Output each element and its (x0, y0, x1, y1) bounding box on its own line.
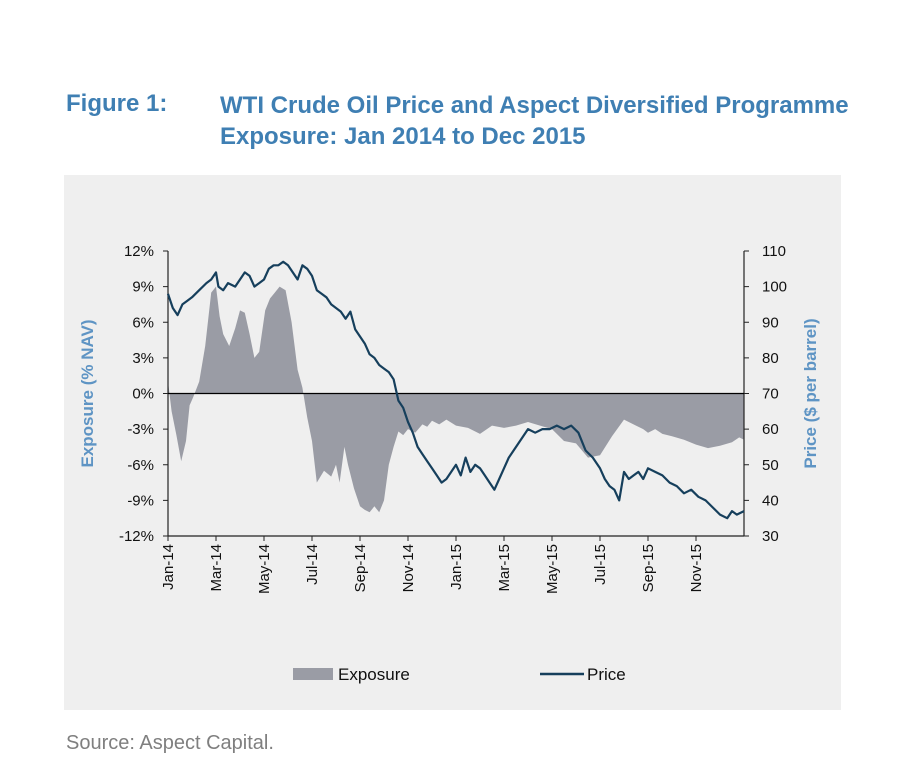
x-tick-label: Jul-14 (304, 544, 321, 585)
chart-panel: 12% 9% 6% 3% 0% -3% -6% -9% -12% 110 100 90 80 70 60 50… (64, 175, 841, 710)
x-tick-label: May-15 (544, 544, 561, 594)
right-tick-label: 60 (762, 421, 779, 438)
right-tick-label: 100 (762, 279, 787, 296)
right-tick-label: 70 (762, 386, 779, 403)
x-tick-label: Jul-15 (592, 544, 609, 585)
left-tick-label: 6% (132, 314, 154, 331)
left-tick-label: -6% (127, 457, 154, 474)
x-tick-label: Sep-15 (640, 544, 657, 592)
figure-label: Figure 1: (66, 90, 168, 117)
left-tick-label: 0% (132, 386, 154, 403)
x-tick-label: Nov-15 (688, 544, 705, 592)
x-tick-label: Jan-15 (448, 544, 465, 590)
price-line (166, 260, 745, 520)
right-tick-label: 40 (762, 492, 779, 509)
left-tick-label: 12% (124, 243, 154, 260)
right-tick-label: 90 (762, 314, 779, 331)
x-tick-label: Mar-15 (496, 544, 513, 592)
x-tick-label: Sep-14 (352, 544, 369, 592)
right-tick-label: 50 (762, 457, 779, 474)
legend-exposure-label: Exposure (338, 665, 410, 684)
right-tick-label: 110 (762, 243, 786, 260)
left-axis-title: Exposure (% NAV) (78, 320, 97, 468)
x-tick-label: May-14 (256, 544, 273, 594)
source-note: Source: Aspect Capital. (66, 732, 274, 754)
x-tick-label: Nov-14 (400, 544, 417, 592)
right-tick-label: 80 (762, 350, 779, 367)
left-tick-label: -9% (127, 492, 154, 509)
figure-title: WTI Crude Oil Price and Aspect Diversifi… (220, 92, 849, 150)
legend-exposure-swatch (293, 668, 333, 680)
x-tick-label: Mar-14 (208, 544, 225, 592)
x-tick-label: Jan-14 (160, 544, 177, 590)
right-tick-label: 30 (762, 528, 779, 545)
right-axis-title: Price ($ per barrel) (801, 318, 820, 468)
left-tick-label: -3% (127, 421, 154, 438)
left-tick-label: 3% (132, 350, 154, 367)
left-tick-label: 9% (132, 279, 154, 296)
exposure-area (168, 286, 744, 513)
left-tick-label: -12% (119, 528, 154, 545)
chart-svg: 12% 9% 6% 3% 0% -3% -6% -9% -12% 110 100 90 80 70 60 50… (78, 243, 820, 684)
legend-price-label: Price (587, 665, 626, 684)
